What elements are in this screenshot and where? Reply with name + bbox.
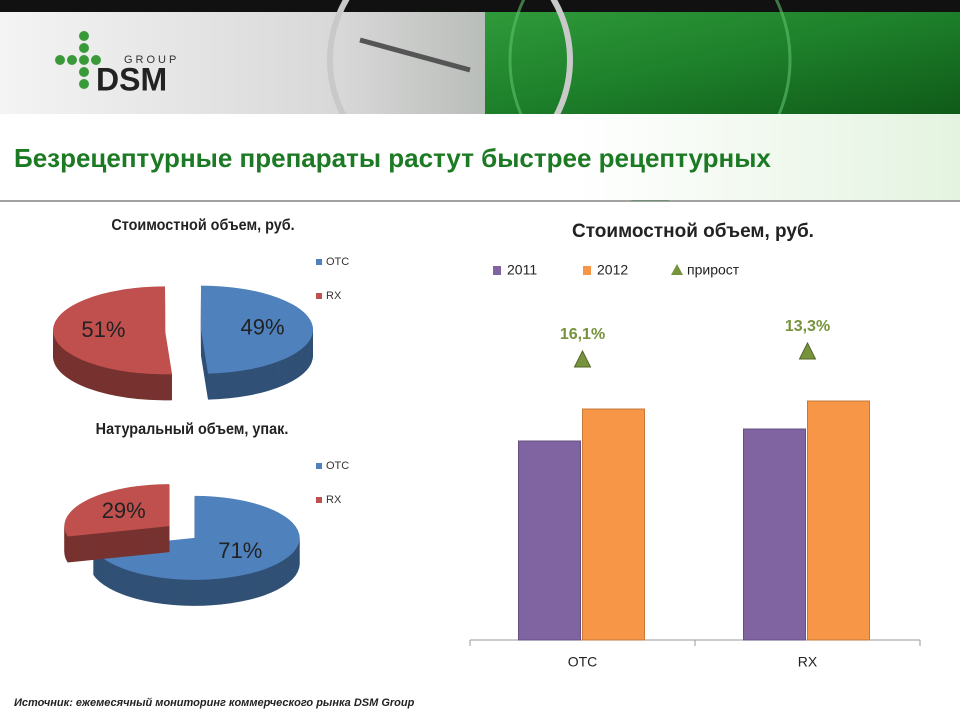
legend-label: прирост [687,262,740,278]
pie-top [92,495,300,580]
logo: GROUP DSM [55,31,179,97]
bar [743,428,806,641]
legend-swatch [493,266,501,275]
header-right [485,12,960,114]
top-band [0,0,960,12]
legend-marker [671,264,683,275]
legend-swatch [583,266,591,275]
legend-label: 2011 [507,262,537,278]
title-band [0,114,960,200]
logo-group: GROUP [124,54,179,66]
pie-slice [92,495,300,606]
pie-slice [200,285,313,400]
growth-marker [573,349,592,368]
legend-label: RX [326,494,342,506]
pie-value-label: 29% [102,498,146,523]
pie-slice [64,484,170,563]
legend-swatch [316,293,322,299]
pie-value-label: 71% [218,538,262,563]
legend-label: RX [326,290,342,302]
legend-swatch [316,259,322,265]
pie-title: Натуральный объем, упак. [96,421,289,439]
legend-label: OTC [326,256,349,268]
growth-marker [798,341,817,360]
growth-label: 16,1% [560,326,605,343]
pie-top [64,484,170,537]
bar [582,408,645,641]
pie-slice [53,286,173,401]
bar [518,440,581,641]
legend-label: 2012 [597,262,628,278]
bar [807,400,870,641]
bar-title: Стоимостной объем, руб. [572,221,814,242]
source-note: Источник: ежемесячный мониторинг коммерч… [14,697,415,709]
legend-swatch [316,497,322,503]
legend-swatch [316,463,322,469]
x-tick-label: OTC [568,654,598,670]
logo-name: DSM [96,61,167,97]
x-tick-label: RX [798,654,818,670]
pie-value-label: 51% [81,317,125,342]
slide-title: Безрецептурные препараты растут быстрее … [14,143,771,173]
pie-value-label: 49% [241,315,285,340]
clock-hand [359,37,471,73]
pie-top [200,285,313,374]
pie-top [53,286,173,375]
pie-title: Стоимостной объем, руб. [111,217,294,235]
growth-label: 13,3% [785,318,830,335]
legend-label: OTC [326,460,349,472]
